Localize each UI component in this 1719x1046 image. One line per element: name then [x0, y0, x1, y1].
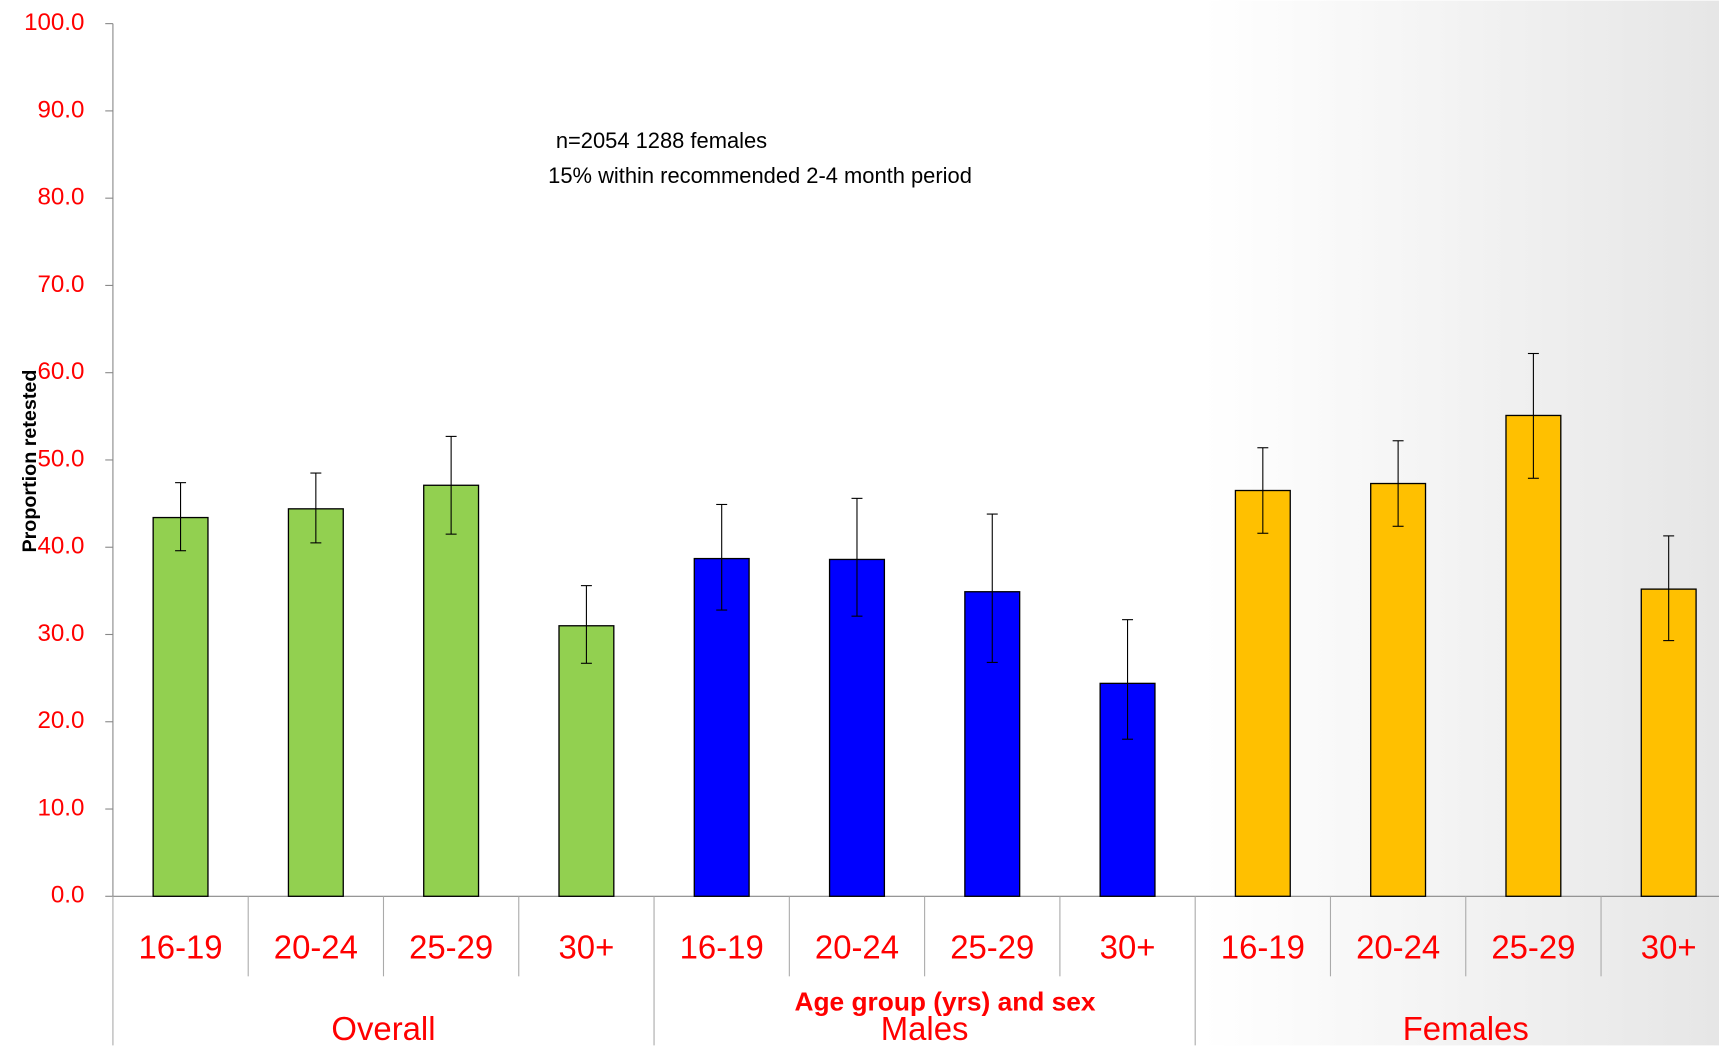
x-tick-label: 16-19	[139, 929, 223, 966]
bar	[1505, 414, 1562, 897]
bar	[287, 508, 344, 897]
x-tick-label: 20-24	[274, 929, 358, 966]
bar	[693, 557, 750, 897]
x-tick-label: 30+	[1641, 929, 1697, 966]
y-axis-label: Proportion retested	[19, 370, 41, 553]
bar	[423, 484, 480, 897]
y-tick-label: 50.0	[37, 445, 84, 472]
x-tick-label: 25-29	[950, 929, 1034, 966]
x-tick-label: 30+	[559, 929, 615, 966]
x-tick-label: 20-24	[815, 929, 899, 966]
bar	[1234, 489, 1291, 897]
y-tick-label: 30.0	[37, 620, 84, 647]
annotation: n=2054 1288 females	[556, 128, 767, 153]
x-axis-label: Age group (yrs) and sex	[795, 987, 1096, 1017]
x-tick-label: 16-19	[1221, 929, 1305, 966]
x-tick-label: 30+	[1100, 929, 1156, 966]
y-tick-label: 100.0	[24, 9, 84, 36]
bar	[1370, 482, 1427, 897]
annotation: 15% within recommended 2-4 month period	[548, 163, 972, 188]
y-tick-label: 80.0	[37, 184, 84, 211]
y-tick-label: 90.0	[37, 96, 84, 123]
x-tick-label: 16-19	[680, 929, 764, 966]
bar	[558, 625, 615, 897]
y-tick-label: 10.0	[37, 794, 84, 821]
y-tick-label: 70.0	[37, 271, 84, 298]
x-tick-label: 25-29	[1491, 929, 1575, 966]
x-tick-label: 20-24	[1356, 929, 1440, 966]
y-tick-label: 60.0	[37, 358, 84, 385]
group-label: Females	[1403, 1010, 1529, 1046]
x-tick-label: 25-29	[409, 929, 493, 966]
y-tick-label: 0.0	[51, 882, 85, 909]
group-label: Males	[881, 1010, 969, 1046]
group-label: Overall	[331, 1010, 435, 1046]
y-tick-label: 20.0	[37, 707, 84, 734]
bar	[152, 516, 209, 897]
y-tick-label: 40.0	[37, 533, 84, 560]
